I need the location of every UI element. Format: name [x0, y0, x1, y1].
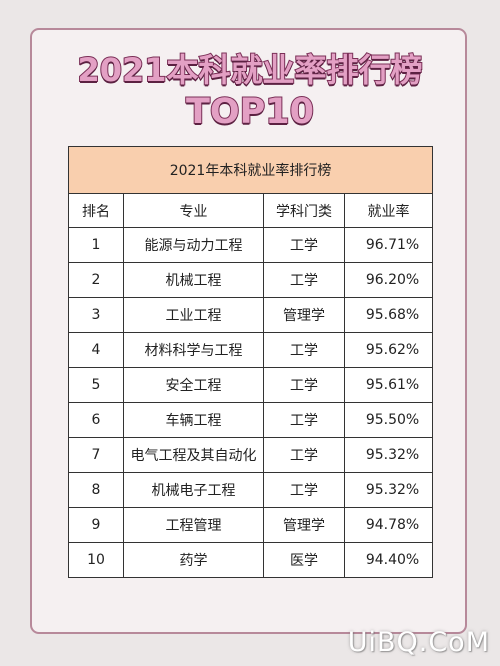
poster-subtitle: TOP10: [185, 91, 315, 133]
rank-cell: 8: [68, 472, 124, 508]
major-cell: 工程管理: [123, 507, 264, 543]
category-cell: 工学: [263, 437, 345, 473]
rank-cell: 5: [68, 367, 124, 403]
major-cell: 安全工程: [123, 367, 264, 403]
ranking-table: 2021年本科就业率排行榜 排名 专业 学科门类 就业率 1 能源与动力工程 工…: [67, 146, 434, 578]
table-row: 10 药学 医学 94.40%: [68, 542, 434, 578]
rate-cell: 94.40%: [343, 542, 434, 578]
table-row: 5 安全工程 工学 95.61%: [68, 367, 434, 403]
category-cell: 医学: [263, 542, 345, 578]
table-row: 7 电气工程及其自动化 工学 95.32%: [68, 437, 434, 473]
rate-cell: 95.68%: [343, 297, 434, 333]
table-row: 1 能源与动力工程 工学 96.71%: [68, 227, 434, 263]
rate-cell: 96.20%: [343, 262, 434, 298]
rank-cell: 2: [68, 262, 124, 298]
category-cell: 工学: [263, 262, 345, 298]
header-major: 专业: [123, 193, 264, 228]
table-row: 3 工业工程 管理学 95.68%: [68, 297, 434, 333]
major-cell: 车辆工程: [123, 402, 264, 438]
category-cell: 工学: [263, 227, 345, 263]
header-rate: 就业率: [343, 193, 434, 228]
rate-cell: 95.61%: [343, 367, 434, 403]
major-cell: 能源与动力工程: [123, 227, 264, 263]
rank-cell: 7: [68, 437, 124, 473]
header-rank: 排名: [68, 193, 124, 228]
rank-cell: 4: [68, 332, 124, 368]
table-row: 2 机械工程 工学 96.20%: [68, 262, 434, 298]
major-cell: 机械电子工程: [123, 472, 264, 508]
table-row: 8 机械电子工程 工学 95.32%: [68, 472, 434, 508]
table-row: 6 车辆工程 工学 95.50%: [68, 402, 434, 438]
rate-cell: 95.32%: [343, 437, 434, 473]
rank-cell: 10: [68, 542, 124, 578]
category-cell: 工学: [263, 402, 345, 438]
category-cell: 管理学: [263, 297, 345, 333]
table-row: 9 工程管理 管理学 94.78%: [68, 507, 434, 543]
header-category: 学科门类: [263, 193, 345, 228]
rate-cell: 95.62%: [343, 332, 434, 368]
rate-cell: 94.78%: [343, 507, 434, 543]
category-cell: 工学: [263, 367, 345, 403]
category-cell: 工学: [263, 332, 345, 368]
rank-cell: 1: [68, 227, 124, 263]
rank-cell: 9: [68, 507, 124, 543]
table-row: 4 材料科学与工程 工学 95.62%: [68, 332, 434, 368]
rate-cell: 95.50%: [343, 402, 434, 438]
category-cell: 工学: [263, 472, 345, 508]
category-cell: 管理学: [263, 507, 345, 543]
major-cell: 电气工程及其自动化: [123, 437, 264, 473]
major-cell: 机械工程: [123, 262, 264, 298]
poster-title: 2021本科就业率排行榜: [76, 50, 423, 90]
rank-cell: 3: [68, 297, 124, 333]
major-cell: 药学: [123, 542, 264, 578]
major-cell: 材料科学与工程: [123, 332, 264, 368]
table-caption: 2021年本科就业率排行榜: [67, 146, 434, 194]
rank-cell: 6: [68, 402, 124, 438]
watermark-text: UiBQ.CoM: [347, 627, 490, 658]
rate-cell: 95.32%: [343, 472, 434, 508]
major-cell: 工业工程: [123, 297, 264, 333]
rate-cell: 96.71%: [343, 227, 434, 263]
